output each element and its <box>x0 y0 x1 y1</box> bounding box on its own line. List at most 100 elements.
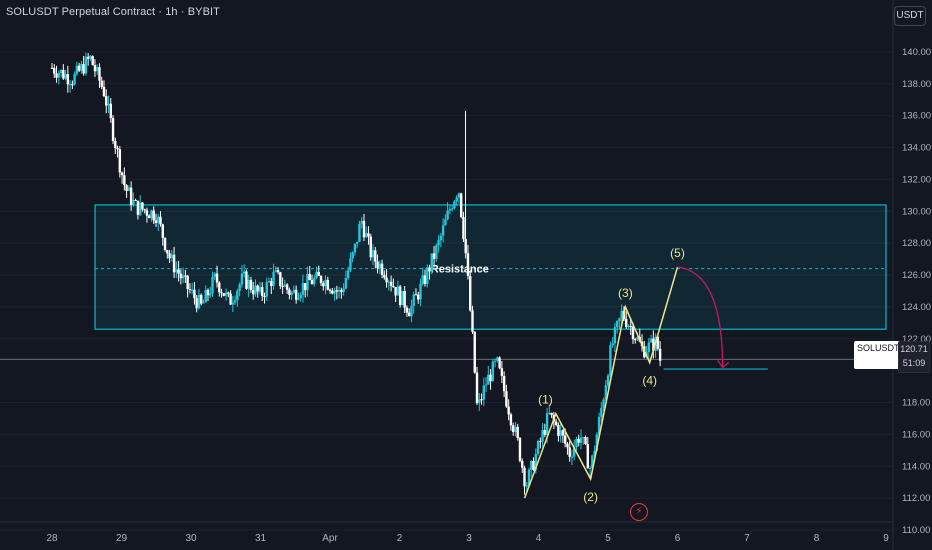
wave-label: (2) <box>583 490 598 504</box>
candle-body <box>647 342 651 352</box>
candle-body <box>383 274 386 278</box>
candle-body <box>249 279 253 291</box>
candle-body <box>412 294 415 306</box>
candle-body <box>498 357 501 369</box>
candle-body <box>157 216 160 223</box>
candle-body <box>310 280 314 285</box>
candle-body <box>168 253 171 259</box>
candle-body <box>80 64 83 71</box>
candle-body <box>428 267 431 272</box>
candle-body <box>471 310 474 332</box>
candle-body <box>294 289 298 300</box>
candle-body <box>392 285 395 288</box>
candle-body <box>398 286 402 306</box>
candle-body <box>337 289 341 292</box>
candle-body <box>274 270 278 272</box>
candle-body <box>136 200 140 215</box>
candle-body <box>238 284 241 291</box>
candle-body <box>618 318 621 322</box>
candle-body <box>351 252 354 259</box>
candle-body <box>446 210 449 220</box>
bar-countdown: 51:09 <box>902 358 926 368</box>
candle-body <box>159 216 162 225</box>
candle-body <box>629 325 632 327</box>
lightning-icon[interactable]: ⚡ <box>630 503 648 521</box>
candle-body <box>154 220 158 223</box>
candle-body <box>202 302 205 304</box>
resistance-label: Resistance <box>431 264 489 276</box>
candle-body <box>209 293 212 296</box>
candle-body <box>631 326 635 340</box>
candle-body <box>59 69 63 74</box>
candle-body <box>344 277 348 289</box>
candle-body <box>285 284 289 290</box>
candle-body <box>541 430 544 442</box>
candle-body <box>53 68 56 74</box>
candle-body <box>73 73 76 85</box>
candle-body <box>444 219 447 226</box>
candle-body <box>421 275 424 284</box>
x-tick-label: 5 <box>605 533 611 544</box>
candle-body <box>55 73 58 78</box>
y-tick-label: 114.00 <box>902 461 930 472</box>
candle-body <box>595 434 599 451</box>
candle-body <box>609 345 612 376</box>
candle-body <box>96 67 99 72</box>
candle-body <box>186 275 189 289</box>
candle-body <box>200 294 203 304</box>
y-tick-label: 130.00 <box>902 206 931 217</box>
y-tick-label: 138.00 <box>902 79 931 90</box>
candle-body <box>532 460 535 470</box>
candle-body <box>475 372 479 404</box>
candle-body <box>518 438 522 461</box>
candle-body <box>559 430 562 437</box>
candle-body <box>432 253 436 259</box>
candle-body <box>335 290 339 292</box>
wave-label: (5) <box>670 246 685 260</box>
candle-body <box>290 292 293 295</box>
candle-body <box>213 273 216 277</box>
candle-body <box>118 149 122 173</box>
y-tick-label: 126.00 <box>902 270 931 281</box>
candle-body <box>353 243 357 253</box>
candle-body <box>258 287 262 292</box>
currency-button[interactable]: USDT <box>894 6 926 26</box>
candle-body <box>365 233 368 238</box>
candle-body <box>516 426 519 439</box>
candle-body <box>620 310 623 319</box>
candle-body <box>389 281 393 286</box>
candle-body <box>288 289 291 295</box>
candle-body <box>577 439 580 443</box>
last-price-tag: 120.71 51:09 <box>898 341 930 373</box>
candle-body <box>435 245 438 259</box>
candle-body <box>369 236 372 258</box>
wave-label: (1) <box>538 393 553 407</box>
candle-body <box>586 443 589 469</box>
candle-body <box>270 281 273 286</box>
candle-body <box>109 103 112 118</box>
candle-body <box>326 279 330 290</box>
candle-body <box>179 273 183 279</box>
candle-body <box>333 290 336 294</box>
candle-body <box>229 293 232 305</box>
candle-body <box>360 220 363 224</box>
x-tick-label: 3 <box>466 533 472 544</box>
candle-body <box>172 254 176 273</box>
candle-body <box>597 416 601 435</box>
candle-body <box>116 148 119 150</box>
candle-body <box>493 360 497 362</box>
candle-body <box>342 288 345 292</box>
candle-body <box>484 384 488 386</box>
candle-body <box>242 271 246 274</box>
candle-body <box>487 374 490 385</box>
x-tick-label: 28 <box>46 533 58 544</box>
candle-body <box>600 407 603 417</box>
candle-body <box>62 69 65 79</box>
y-tick-label: 136.00 <box>902 111 931 122</box>
candle-body <box>283 284 287 287</box>
candle-body <box>480 399 483 401</box>
candle-body <box>554 421 558 426</box>
y-tick-label: 134.00 <box>902 143 931 154</box>
candle-body <box>426 267 429 285</box>
